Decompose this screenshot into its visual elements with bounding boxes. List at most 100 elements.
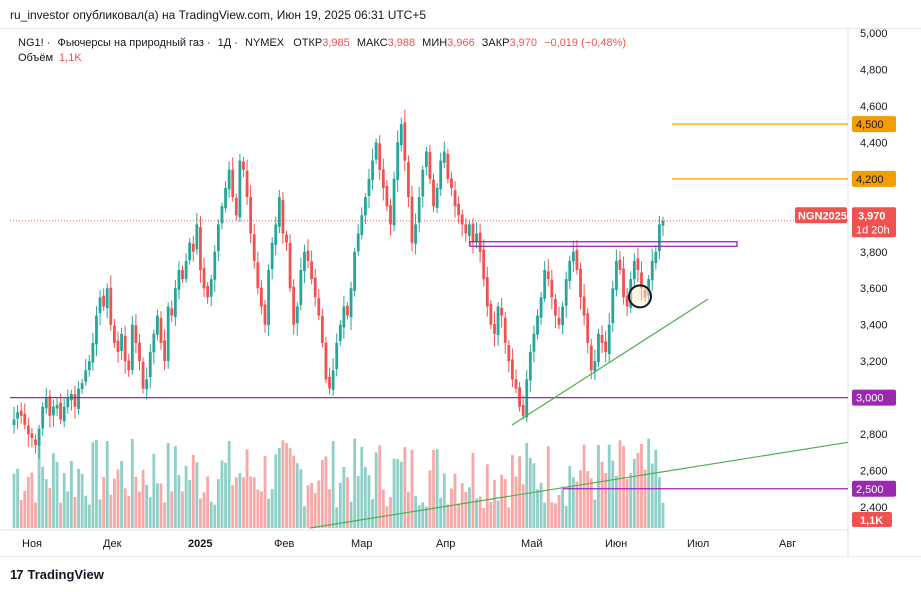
candle-body [528, 352, 532, 381]
candle-body [138, 342, 141, 362]
candle-body [292, 286, 296, 325]
volume-bar [145, 484, 149, 528]
candle-body [554, 298, 557, 316]
volume-bar [658, 477, 661, 528]
volume-bar [152, 453, 156, 528]
candle-body [363, 197, 367, 216]
candle-body [442, 151, 446, 163]
candle-body [457, 203, 461, 216]
volume-bar [245, 449, 249, 528]
volume-bar [561, 486, 565, 528]
volume-bar [170, 491, 174, 528]
candle-body [224, 187, 227, 209]
candle-body [378, 143, 382, 170]
volume-bar [95, 440, 98, 528]
candle-body [234, 197, 238, 216]
candle-body [260, 287, 263, 307]
candle-body [216, 224, 220, 252]
volume-bar [374, 452, 378, 528]
candle-body [571, 251, 575, 262]
candle-body [281, 199, 285, 234]
volume-bar [41, 466, 45, 528]
legend-close: 3,970 [509, 37, 538, 49]
badge-4200-bg [852, 170, 896, 187]
candle-body [206, 285, 210, 298]
candle-body [525, 379, 529, 418]
volume-bar [48, 488, 52, 528]
volume-bar [209, 501, 213, 528]
legend-interval: 1Д [217, 37, 232, 49]
candle-body [597, 333, 600, 363]
volume-bar [227, 441, 231, 528]
volume-bar [442, 473, 446, 528]
candle-body [263, 304, 267, 325]
candle-body [485, 277, 489, 307]
price-tick-label: 3,200 [860, 356, 888, 368]
volume-bar [16, 468, 19, 528]
candle-body [303, 251, 306, 272]
volume-bar [26, 476, 30, 528]
candle-body [313, 277, 317, 298]
volume-bar [482, 507, 486, 528]
candle-body [320, 315, 324, 343]
brand-name: TradingView [27, 567, 104, 582]
volume-bar [543, 502, 547, 528]
candle-body [561, 306, 565, 326]
volume-bar [177, 475, 181, 528]
publisher-text: ru_investor опубликовал(а) на TradingVie… [10, 8, 427, 22]
volume-bar [166, 443, 170, 528]
candle-body [66, 397, 70, 408]
volume-bar [493, 479, 496, 528]
volume-bar [23, 490, 27, 528]
candle-body [84, 370, 88, 382]
volume-legend: Объём 1,1K [18, 52, 82, 64]
volume-bar [593, 499, 597, 528]
candle-body [12, 419, 16, 425]
volume-bar [518, 456, 521, 528]
volume-bar [12, 473, 16, 528]
volume-bar [299, 469, 303, 528]
volume-bar [410, 449, 414, 528]
candle-body [582, 296, 586, 316]
volume-bar [539, 482, 543, 528]
candle-body [650, 260, 654, 281]
candle-body [48, 396, 52, 416]
candle-body [464, 224, 468, 234]
volume-bar [206, 476, 210, 528]
time-tick-label: Июл [687, 538, 709, 550]
tradingview-logo[interactable]: 17 TradingView [10, 567, 104, 582]
volume-bar [202, 492, 206, 528]
candle-body [227, 169, 231, 190]
volume-bar [59, 502, 63, 528]
candle-body [439, 160, 443, 190]
volume-bar [417, 505, 421, 528]
volume-bar [647, 438, 651, 528]
volume-bar [546, 446, 550, 528]
chart-canvas[interactable]: 5,0004,8004,6004,4004,2004,0003,8003,600… [0, 0, 921, 556]
volume-bar [575, 481, 579, 528]
candle-body [148, 352, 152, 378]
volume-bar [414, 496, 417, 528]
price-tick-label: 2,800 [860, 429, 888, 441]
volume-bar [381, 489, 385, 528]
volume-bar [19, 499, 23, 528]
volume-bar [650, 463, 654, 528]
candle-body [177, 270, 181, 290]
candle-body [328, 376, 331, 389]
legend-symbol[interactable]: NG1! [18, 37, 44, 49]
volume-bar [511, 455, 514, 528]
volume-bar [614, 475, 618, 528]
volume-bar [503, 478, 507, 528]
candle-body [618, 259, 622, 270]
candle-body [295, 306, 299, 324]
volume-bar [238, 473, 242, 528]
volume-bar [52, 453, 55, 528]
legend-open-label: ОТКР [293, 37, 323, 49]
volume-bar [34, 502, 37, 528]
volume-bar [138, 491, 141, 528]
volume-bar [91, 442, 95, 528]
volume-bar [80, 473, 84, 528]
candle-body [62, 406, 66, 422]
volume-bar [571, 477, 575, 528]
price-tick-label: 3,400 [860, 320, 888, 332]
